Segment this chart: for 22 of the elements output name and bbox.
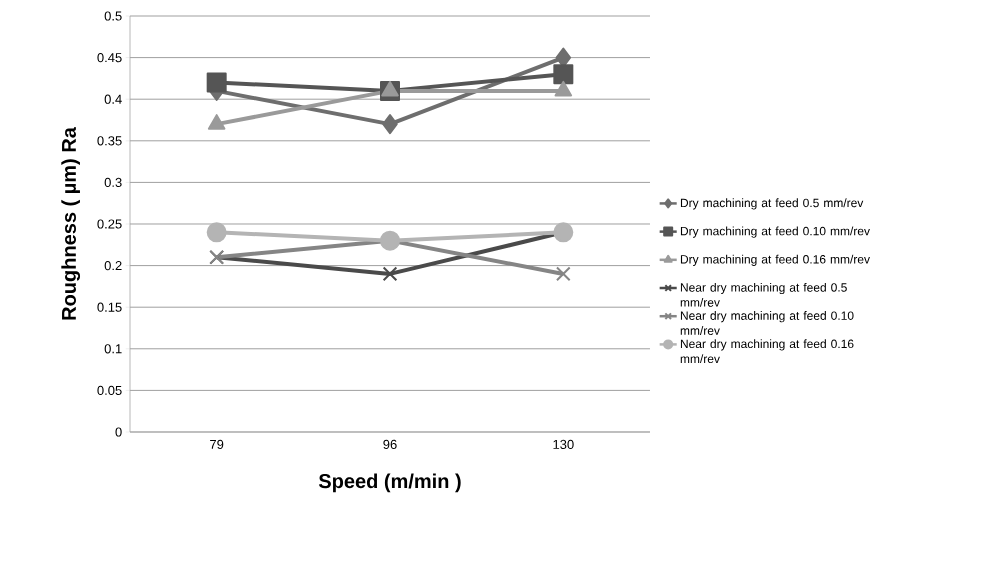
legend-label: Near dry machining at feed 0.10 mm/rev xyxy=(680,311,854,335)
legend-label: Near dry machining at feed 0.5 mm/rev xyxy=(680,282,847,307)
y-tick-label: 0 xyxy=(115,427,122,437)
legend-label: Dry machining at feed 0.5 mm/rev xyxy=(680,198,864,210)
legend-label: Dry machining at feed 0.10 mm/rev xyxy=(680,226,870,238)
x-tick-label: 96 xyxy=(383,439,397,449)
x-axis-title: Speed (m/min ) xyxy=(318,473,461,493)
y-tick-label: 0.25 xyxy=(97,219,122,229)
legend-label: Dry machining at feed 0.16 mm/rev xyxy=(680,254,870,266)
y-tick-label: 0.1 xyxy=(104,344,122,354)
y-tick-label: 0.15 xyxy=(97,302,122,312)
y-tick-label: 0.3 xyxy=(104,177,122,187)
y-tick-label: 0.45 xyxy=(97,53,122,63)
y-tick-label: 0.05 xyxy=(97,385,122,395)
x-tick-label: 130 xyxy=(553,439,574,449)
legend-label: Near dry machining at feed 0.16 mm/rev xyxy=(680,339,854,364)
y-axis-title: Roughness ( µm) Ra xyxy=(61,127,81,320)
x-tick-label: 79 xyxy=(210,439,224,449)
y-tick-label: 0.2 xyxy=(104,260,122,271)
y-tick-label: 0.5 xyxy=(104,11,122,21)
y-tick-label: 0.35 xyxy=(97,136,122,146)
y-tick-label: 0.4 xyxy=(104,94,122,104)
